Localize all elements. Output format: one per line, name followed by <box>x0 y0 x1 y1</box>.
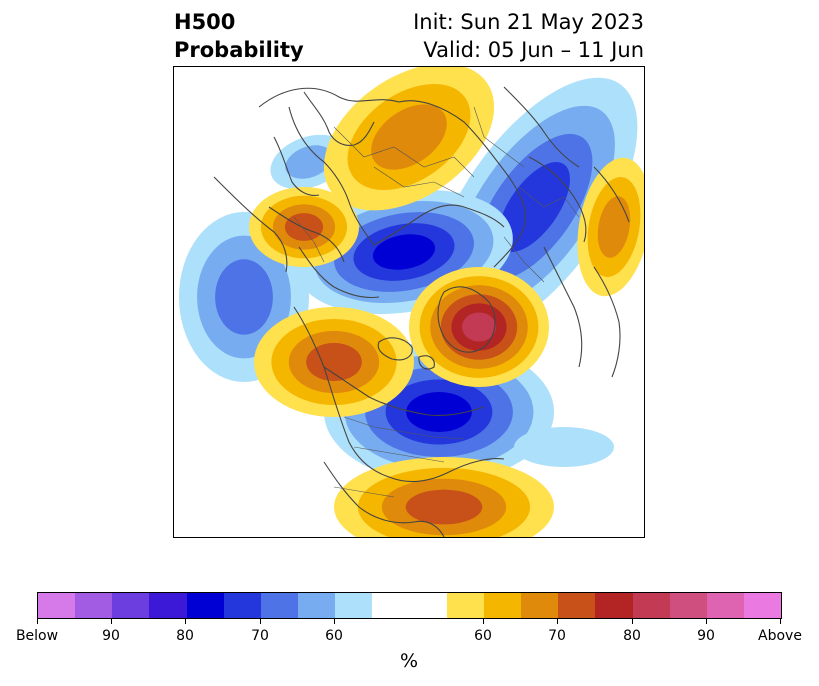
colorbar-tick-mark <box>557 619 558 624</box>
warm-anomaly-bottom <box>334 457 554 537</box>
colorbar-tick-label: 80 <box>176 628 194 644</box>
colorbar-tick-label: 90 <box>697 628 715 644</box>
colorbar-tick-mark <box>260 619 261 624</box>
colorbar-tick-label: 70 <box>251 628 269 644</box>
colorbar-swatch <box>38 593 76 618</box>
blue-anomaly-se <box>514 427 614 467</box>
init-date: Init: Sun 21 May 2023 <box>413 10 644 34</box>
warm-anomaly-bottom-contour <box>405 489 483 525</box>
blue-anomaly-nw-contour <box>285 145 333 179</box>
chart-title: H500 Probability <box>174 8 304 64</box>
colorbar-tick-label: 60 <box>325 628 343 644</box>
colorbar-tick-mark <box>185 619 186 624</box>
probability-map <box>173 66 645 538</box>
probability-fields <box>179 67 644 537</box>
title-line-variable: H500 <box>174 10 236 34</box>
colorbar-tick-label: 90 <box>102 628 120 644</box>
blue-anomaly-east-contour <box>498 162 570 252</box>
valid-range: Valid: 05 Jun – 11 Jun <box>423 38 644 62</box>
colorbar-swatch <box>706 593 744 618</box>
warm-anomaly-center-contour <box>462 312 496 342</box>
colorbar-tick-mark <box>706 619 707 624</box>
colorbar-swatch <box>186 593 224 618</box>
warm-anomaly-right-contour <box>597 196 631 258</box>
warm-anomaly-right <box>577 157 644 297</box>
colorbar-swatch <box>372 593 410 618</box>
probability-colorbar <box>37 592 782 619</box>
warm-anomaly-lower-left-contour <box>306 342 362 382</box>
colorbar-swatch <box>521 593 559 618</box>
colorbar-tick-label: 80 <box>623 628 641 644</box>
coastlines <box>213 86 630 537</box>
warm-anomaly-top-contour <box>371 104 447 170</box>
blue-anomaly-north-contour <box>372 234 436 270</box>
colorbar-tick-mark <box>37 619 38 624</box>
colorbar-swatch <box>112 593 150 618</box>
blue-anomaly-south-contour <box>406 392 472 432</box>
colorbar-swatch <box>223 593 261 618</box>
forecast-dates: Init: Sun 21 May 2023 Valid: 05 Jun – 11… <box>413 8 644 64</box>
colorbar-swatch <box>743 593 782 618</box>
colorbar-tick-mark <box>632 619 633 624</box>
colorbar-swatch <box>75 593 113 618</box>
colorbar-tick-label: 70 <box>548 628 566 644</box>
warm-anomaly-left-contour <box>284 213 324 241</box>
colorbar-tick-mark <box>334 619 335 624</box>
colorbar-tick-label: 60 <box>474 628 492 644</box>
colorbar-swatch <box>298 593 336 618</box>
political-borders <box>293 106 580 498</box>
map-svg <box>179 67 644 537</box>
colorbar-tick-mark <box>483 619 484 624</box>
warm-anomaly-left <box>249 187 359 267</box>
colorbar-tick-mark <box>111 619 112 624</box>
colorbar-units: % <box>399 650 419 672</box>
colorbar-swatch <box>595 593 633 618</box>
colorbar-swatch <box>669 593 707 618</box>
title-line-quantity: Probability <box>174 38 304 62</box>
colorbar-swatch <box>335 593 373 618</box>
colorbar-tick-mark <box>780 619 781 624</box>
colorbar-tick-label: Below <box>15 628 59 644</box>
colorbar-swatch <box>260 593 299 618</box>
colorbar-swatch <box>446 593 484 618</box>
warm-anomaly-lower-left <box>254 307 414 417</box>
colorbar-tick-label: Above <box>758 628 802 644</box>
colorbar-swatch <box>149 593 187 618</box>
blue-anomaly-se-contour <box>514 427 614 467</box>
colorbar-swatch <box>558 593 596 618</box>
colorbar-swatch <box>632 593 670 618</box>
blue-anomaly-west-contour <box>215 259 273 335</box>
colorbar-swatch <box>409 593 447 618</box>
colorbar-swatch <box>483 593 522 618</box>
